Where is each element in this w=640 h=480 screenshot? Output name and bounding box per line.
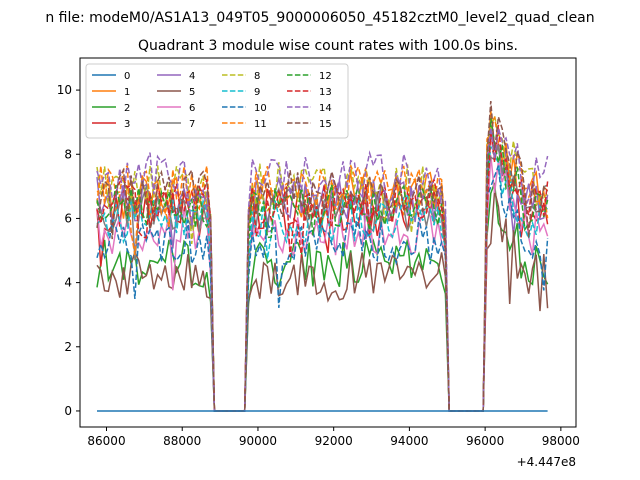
legend-label-9: 9 [254,87,260,98]
x-tick-label: 88000 [163,434,201,448]
legend-label-12: 12 [319,71,332,82]
legend-label-15: 15 [319,119,332,130]
y-tick-label: 4 [64,276,72,290]
y-tick-label: 6 [64,211,72,225]
series-line-15 [96,101,549,412]
legend-label-5: 5 [189,87,195,98]
legend-label-3: 3 [124,119,130,130]
series-line-10 [96,165,549,412]
legend-label-8: 8 [254,71,260,82]
y-tick-label: 8 [64,147,72,161]
y-tick-label: 2 [64,340,72,354]
legend-label-14: 14 [319,103,332,114]
y-tick-label: 0 [64,404,72,418]
x-offset-label: +4.447e8 [517,455,576,469]
axes-frame [79,57,577,428]
x-tick-label: 92000 [315,434,353,448]
x-tick-label: 96000 [466,434,504,448]
legend-box [85,63,349,139]
legend-label-11: 11 [254,119,267,130]
y-axis: 0 2 4 6 8 10 [57,83,80,418]
x-tick-label: 94000 [390,434,428,448]
figure-suptitle: n file: modeM0/AS1A13_049T05_9000006050_… [45,10,594,26]
y-tick-label: 10 [57,83,72,97]
legend-label-2: 2 [124,103,130,114]
series-layer [96,101,549,412]
legend-label-6: 6 [189,103,195,114]
legend-label-13: 13 [319,87,332,98]
chart-title: Quadrant 3 module wise count rates with … [138,38,518,54]
legend-label-10: 10 [254,103,267,114]
legend-label-7: 7 [189,119,195,130]
legend-label-4: 4 [189,71,195,82]
x-tick-label: 98000 [542,434,580,448]
plot-area [96,101,549,412]
legend-label-1: 1 [124,87,130,98]
x-axis: 86000 88000 90000 92000 94000 96000 98000 [87,427,580,448]
x-tick-label: 90000 [239,434,277,448]
legend-label-0: 0 [124,71,130,82]
x-tick-label: 86000 [87,434,125,448]
